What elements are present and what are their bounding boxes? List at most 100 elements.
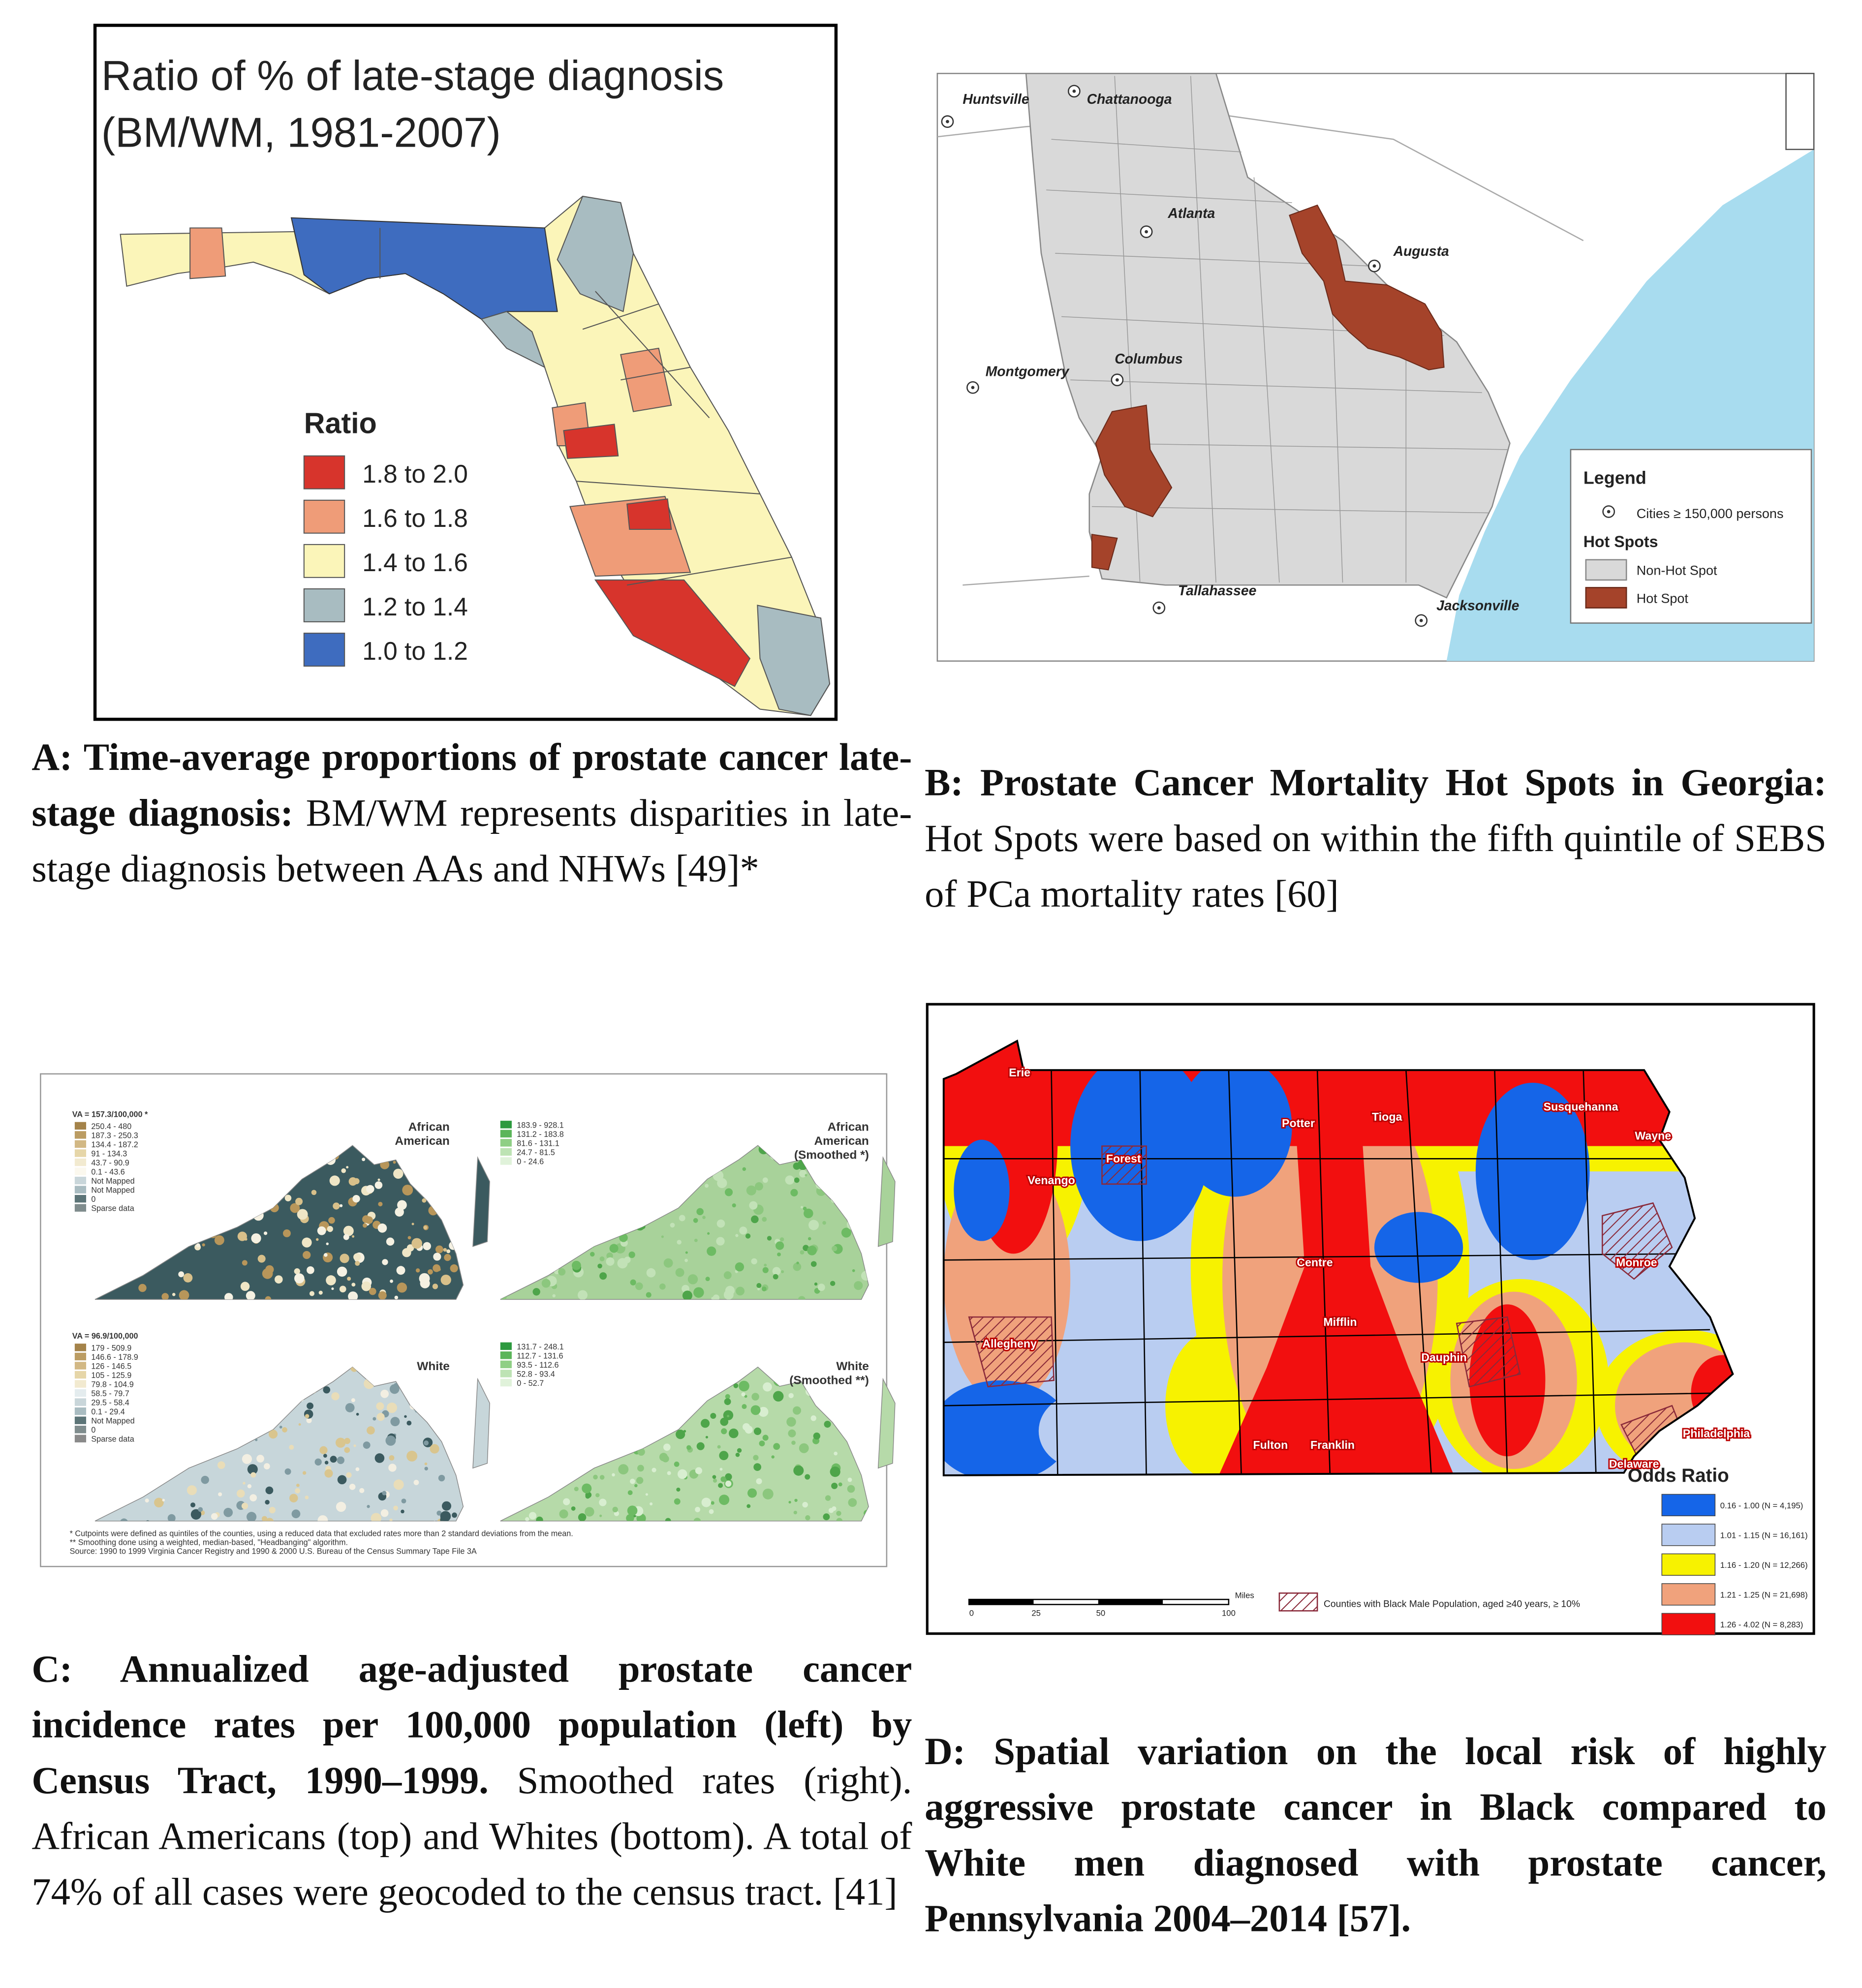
- tract: [578, 1290, 588, 1300]
- map-shape: [1051, 139, 1241, 153]
- legend-label: 58.5 - 79.7: [91, 1389, 129, 1398]
- tract: [138, 1284, 147, 1292]
- tract: [340, 1254, 349, 1263]
- tract: [393, 1479, 404, 1490]
- tract: [240, 1282, 250, 1291]
- caption-text: Hot Spots were based on within the fifth…: [925, 817, 1827, 916]
- tract: [382, 1259, 388, 1265]
- tract: [361, 1281, 372, 1291]
- map-shape: [1095, 443, 1508, 450]
- tract: [676, 1487, 681, 1492]
- tract: [331, 1287, 334, 1290]
- tract: [599, 1272, 607, 1280]
- tract: [693, 1518, 701, 1521]
- tract: [854, 1281, 863, 1290]
- map-shape: [1475, 1082, 1590, 1260]
- tract: [406, 1450, 418, 1462]
- tract: [705, 1436, 709, 1438]
- tract: [794, 1499, 798, 1502]
- tract: [834, 1451, 838, 1456]
- tract: [705, 1184, 709, 1188]
- tract: [385, 1435, 396, 1446]
- tract: [262, 1268, 273, 1279]
- panel-b-map: Legend Cities ≥ 150,000 persons Hot Spot…: [936, 73, 1815, 662]
- tract: [183, 1273, 193, 1283]
- map-shape: [1602, 1202, 1673, 1280]
- tract: [198, 1507, 203, 1512]
- tract: [541, 1279, 551, 1288]
- tract: [120, 1518, 128, 1521]
- tract: [324, 1469, 333, 1478]
- tract: [606, 1252, 613, 1259]
- tract: [618, 1464, 629, 1475]
- map-shape: [1101, 1145, 1147, 1185]
- delmarva: [472, 1156, 490, 1247]
- tract: [246, 1291, 255, 1300]
- tract: [441, 1501, 452, 1511]
- tract: [413, 1480, 419, 1485]
- legend-label: 105 - 125.9: [91, 1371, 131, 1380]
- tract: [810, 1261, 817, 1267]
- tract: [328, 1217, 335, 1224]
- legend-swatch: [500, 1342, 512, 1350]
- tract: [733, 1383, 739, 1388]
- county-label: Franklin: [1310, 1438, 1355, 1451]
- tract: [663, 1258, 673, 1268]
- footnote: ** Smoothing done using a weighted, medi…: [70, 1538, 348, 1547]
- legend-swatch: [74, 1140, 87, 1148]
- city-dot: [1372, 264, 1376, 268]
- tract: [282, 1427, 287, 1433]
- tract: [145, 1499, 149, 1503]
- caption-bold: D: Spatial variation on the local risk o…: [925, 1730, 1827, 1940]
- tract: [261, 1516, 268, 1521]
- legend-swatch: [500, 1139, 512, 1147]
- map-shape: [1316, 1070, 1331, 1475]
- tract: [675, 1268, 684, 1277]
- caption-c: C: Annualized age-adjusted prostate canc…: [31, 1641, 912, 1920]
- map-shape: [1228, 1070, 1242, 1475]
- tract: [346, 1166, 349, 1169]
- tract: [386, 1402, 397, 1413]
- legend-label: 183.9 - 928.1: [517, 1121, 564, 1130]
- tract: [599, 1514, 602, 1517]
- legend-swatch: [74, 1344, 87, 1351]
- tract: [841, 1227, 851, 1238]
- tract: [847, 1477, 852, 1482]
- tract: [627, 1490, 633, 1496]
- tract: [578, 1513, 587, 1521]
- legend-label: 52.8 - 93.4: [517, 1370, 555, 1378]
- tract: [528, 1512, 537, 1520]
- tract: [319, 1446, 328, 1454]
- tract: [295, 1197, 303, 1205]
- tract: [780, 1237, 784, 1242]
- tract: [268, 1430, 278, 1439]
- tract: [791, 1440, 796, 1445]
- tract: [402, 1185, 413, 1196]
- tract: [302, 1471, 307, 1475]
- caption-bold: B: Prostate Cancer Mortality Hot Spots i…: [925, 761, 1827, 804]
- tract: [713, 1478, 717, 1483]
- tract: [343, 1225, 354, 1236]
- tract: [756, 1283, 762, 1288]
- map-shape: [1190, 76, 1216, 583]
- tract: [314, 1458, 322, 1466]
- tract: [721, 1428, 727, 1435]
- tract: [686, 1445, 691, 1450]
- tract: [693, 1218, 698, 1223]
- tract: [355, 1261, 360, 1266]
- tract: [393, 1505, 398, 1511]
- group-label: American: [814, 1134, 869, 1148]
- tract: [662, 1455, 669, 1463]
- tract: [637, 1465, 644, 1472]
- tract: [380, 1389, 389, 1398]
- tract: [218, 1492, 222, 1497]
- tract: [852, 1269, 855, 1272]
- map-shape: [943, 1070, 1723, 1475]
- legend-label: 131.2 - 183.8: [517, 1130, 564, 1139]
- tract: [396, 1266, 405, 1275]
- tract: [773, 1274, 778, 1280]
- tract: [256, 1455, 264, 1463]
- legend-swatch: [74, 1186, 87, 1193]
- tract: [552, 1294, 556, 1298]
- tract: [800, 1250, 805, 1255]
